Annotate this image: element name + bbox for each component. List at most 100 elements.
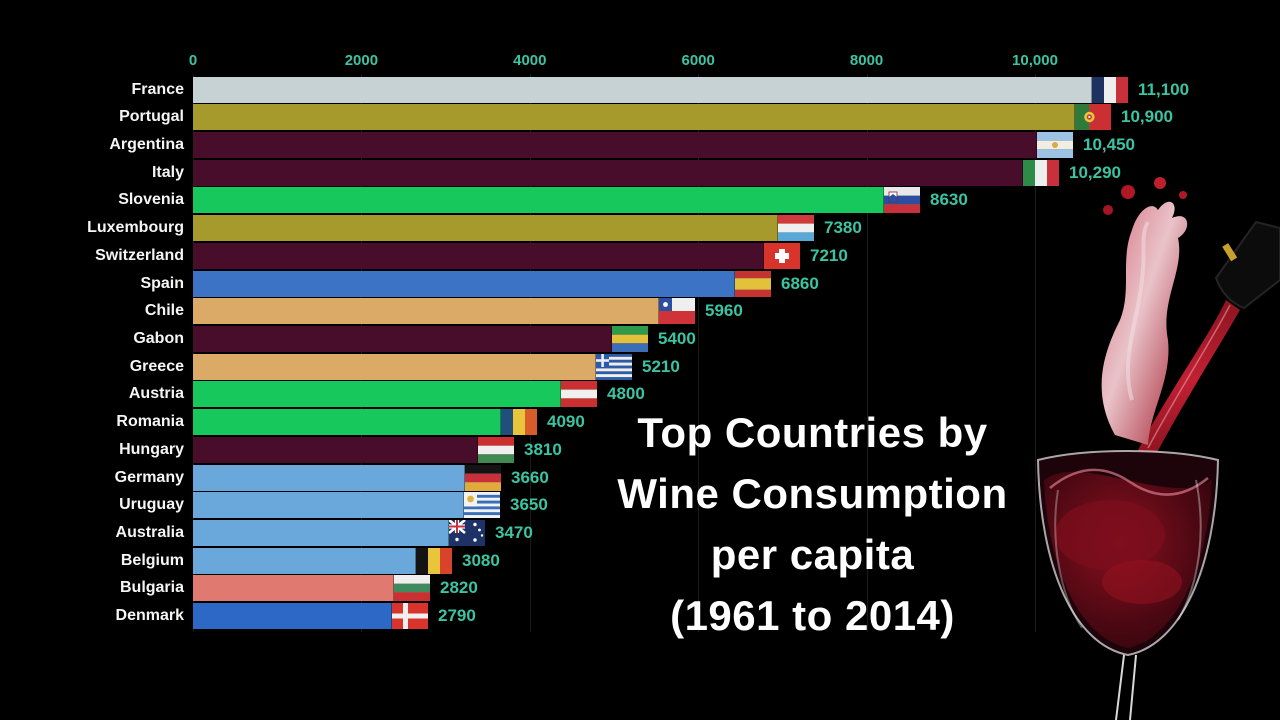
gridline — [193, 74, 194, 632]
switzerland-flag-icon — [763, 241, 801, 270]
argentina-flag-icon — [1036, 130, 1074, 159]
title-line-3: per capita — [710, 531, 915, 578]
value-label: 3080 — [462, 550, 500, 570]
value-label: 6860 — [781, 273, 819, 293]
value-label: 2820 — [440, 578, 478, 598]
value-label: 10,900 — [1121, 107, 1173, 127]
title-line-1: Top Countries by — [637, 409, 988, 456]
gridline — [698, 74, 700, 632]
value-label: 2790 — [438, 606, 476, 626]
country-label: Portugal — [119, 108, 184, 126]
value-label: 7380 — [824, 218, 862, 238]
value-label: 10,290 — [1069, 162, 1121, 182]
value-label: 5210 — [642, 356, 680, 376]
country-label: Australia — [115, 524, 184, 542]
value-label: 8630 — [930, 190, 968, 210]
country-label: Italy — [151, 163, 184, 181]
bar-germany — [193, 463, 502, 492]
value-label: 10,450 — [1083, 134, 1135, 154]
country-label: Slovenia — [118, 191, 184, 209]
bar-spain — [193, 269, 772, 298]
germany-flag-icon — [464, 463, 502, 492]
italy-flag-icon — [1022, 158, 1060, 187]
value-label: 4800 — [607, 384, 645, 404]
axis-tick-label: 2000 — [344, 52, 379, 69]
bar-chile — [193, 297, 696, 326]
bar-hungary — [193, 435, 515, 464]
country-label: Argentina — [109, 135, 184, 153]
gridline — [529, 74, 531, 632]
title-line-4: (1961 to 2014) — [670, 592, 955, 639]
bar-belgium — [193, 546, 453, 575]
bar-argentina — [193, 130, 1074, 159]
bar-gabon — [193, 324, 649, 353]
bar-france — [193, 75, 1129, 104]
hungary-flag-icon — [477, 435, 515, 464]
title-line-2: Wine Consumption — [617, 470, 1008, 517]
country-label: Chile — [144, 302, 184, 320]
wine-pour-image — [1036, 177, 1280, 720]
value-label: 11,100 — [1138, 79, 1190, 99]
wine-bottle — [1214, 220, 1280, 310]
bar-portugal — [193, 103, 1112, 132]
bar-romania — [193, 408, 538, 437]
axis-tick-label: 8000 — [849, 52, 884, 69]
bar-switzerland — [193, 241, 801, 270]
axis-tick-label: 10,000 — [1012, 52, 1058, 69]
denmark-flag-icon — [391, 602, 429, 631]
value-label: 3660 — [511, 467, 549, 487]
axis-tick-label: 6000 — [681, 52, 715, 69]
country-label: Hungary — [119, 440, 184, 458]
axis-tick-label: 4000 — [513, 52, 547, 69]
bar-bulgaria — [193, 574, 431, 603]
bar-greece — [193, 352, 633, 381]
bulgaria-flag-icon — [393, 574, 431, 603]
bar-luxembourg — [193, 214, 815, 243]
bar-italy — [193, 158, 1060, 187]
value-label: 7210 — [810, 245, 848, 265]
value-label: 3470 — [495, 523, 533, 543]
spain-flag-icon — [734, 269, 772, 298]
gridline — [1035, 74, 1036, 632]
country-label: Germany — [114, 468, 184, 486]
chart-title: Top Countries by Wine Consumption per ca… — [575, 402, 1050, 646]
bar-austria — [193, 380, 598, 409]
slovenia-flag-icon — [883, 186, 921, 215]
country-label: Luxembourg — [87, 219, 184, 237]
greece-flag-icon — [595, 352, 633, 381]
belgium-flag-icon — [415, 546, 453, 575]
country-label: Uruguay — [119, 496, 184, 514]
value-label: 5400 — [658, 328, 696, 348]
bar-denmark — [193, 602, 429, 631]
australia-flag-icon — [448, 519, 486, 548]
gridline — [866, 74, 868, 632]
country-label: Denmark — [115, 607, 184, 625]
bar-uruguay — [193, 491, 501, 520]
bar-australia — [193, 519, 486, 548]
uruguay-flag-icon — [463, 491, 501, 520]
value-label: 5960 — [705, 301, 743, 321]
country-label: Greece — [129, 357, 184, 375]
country-label: Romania — [116, 413, 184, 431]
portugal-flag-icon — [1074, 103, 1112, 132]
chile-flag-icon — [658, 297, 696, 326]
austria-flag-icon — [560, 380, 598, 409]
country-label: Switzerland — [95, 246, 184, 264]
axis-tick-label: 0 — [188, 52, 198, 69]
gridline — [361, 74, 363, 632]
value-label: 3650 — [510, 495, 548, 515]
country-label: Belgium — [120, 551, 184, 569]
country-label: Bulgaria — [119, 579, 184, 597]
france-flag-icon — [1091, 75, 1129, 104]
country-label: Gabon — [133, 329, 184, 347]
bar-slovenia — [193, 186, 921, 215]
value-label: 3810 — [524, 439, 562, 459]
luxembourg-flag-icon — [777, 214, 815, 243]
gabon-flag-icon — [611, 324, 649, 353]
country-label: France — [131, 80, 184, 98]
country-label: Austria — [128, 385, 184, 403]
value-label: 4090 — [547, 412, 585, 432]
country-label: Spain — [140, 274, 184, 292]
romania-flag-icon — [500, 408, 538, 437]
